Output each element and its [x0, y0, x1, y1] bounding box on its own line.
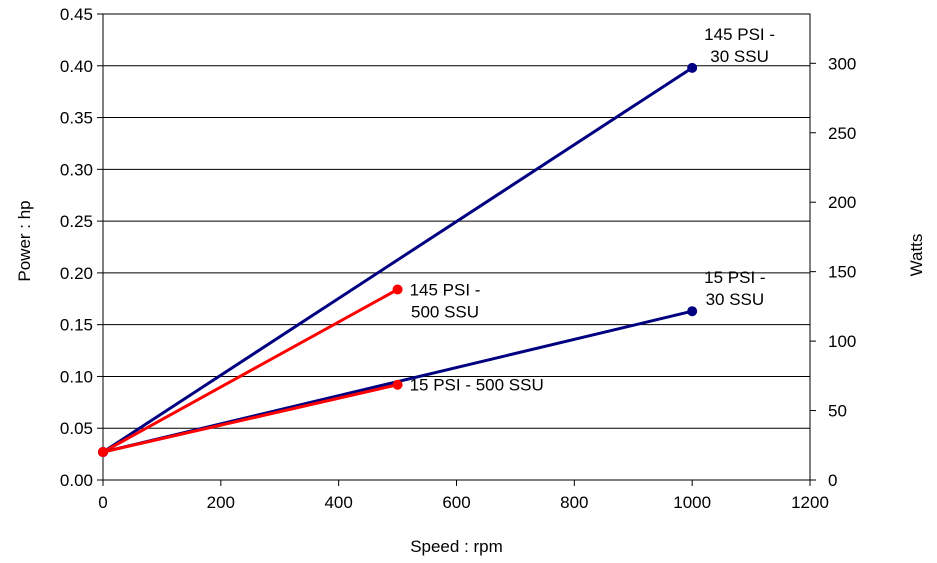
x-tick-label: 400 [324, 493, 352, 512]
y2-tick-label: 0 [828, 471, 837, 490]
series-annotation: 15 PSI - 500 SSU [410, 376, 544, 395]
x-tick-label: 600 [442, 493, 470, 512]
annotation-line: 145 PSI - [410, 280, 481, 299]
series-annotation: 145 PSI - 500 SSU [410, 280, 481, 321]
series-lines [98, 62, 698, 458]
y2-tick-label: 150 [828, 263, 856, 282]
annotation-line: 15 PSI - [704, 268, 765, 287]
annotation-line: 30 SSU [706, 290, 765, 309]
x-axis-ticks: 0 200 400 600 800 1000 1200 [98, 480, 829, 512]
y-tick-label: 0.15 [60, 316, 93, 335]
x-tick-label: 0 [98, 493, 107, 512]
y-tick-label: 0.20 [60, 264, 93, 283]
y-tick-label: 0.10 [60, 367, 93, 386]
x-tick-label: 800 [560, 493, 588, 512]
y-tick-label: 0.25 [60, 212, 93, 231]
y-tick-label: 0.30 [60, 160, 93, 179]
y2-axis-ticks: 0 50 100 150 200 250 300 [810, 54, 856, 490]
data-point [98, 447, 108, 458]
y-axis-ticks: 0.00 0.05 0.10 0.15 0.20 0.25 0.30 0.35 0.40 0.45 [60, 5, 103, 490]
y-tick-label: 0.00 [60, 471, 93, 490]
x-tick-label: 1000 [673, 493, 711, 512]
data-point [687, 306, 698, 317]
plot-area [102, 13, 811, 481]
annotation-line: 500 SSU [411, 302, 479, 321]
y2-tick-label: 100 [828, 332, 856, 351]
annotation-line: 15 PSI - 500 SSU [410, 376, 544, 395]
y2-tick-label: 300 [828, 54, 856, 73]
x-tick-label: 200 [207, 493, 235, 512]
annotation-line: 145 PSI - [704, 25, 775, 44]
data-point [687, 62, 698, 73]
series-annotation: 145 PSI - 30 SSU [704, 25, 775, 66]
series-annotation: 15 PSI - 30 SSU [704, 268, 765, 309]
y-tick-label: 0.35 [60, 109, 93, 128]
y2-axis-title: Watts [907, 234, 926, 277]
series-line [102, 288, 399, 454]
y-tick-label: 0.45 [60, 5, 93, 24]
y2-tick-label: 200 [828, 193, 856, 212]
y-tick-label: 0.40 [60, 57, 93, 76]
series-line [102, 383, 398, 454]
data-point [392, 379, 403, 390]
annotations: 145 PSI - 30 SSU 145 PSI - 500 SSU 15 PSI - 3… [410, 25, 775, 395]
x-axis-title: Speed : rpm [410, 537, 503, 556]
annotation-line: 30 SSU [710, 47, 769, 66]
x-tick-label: 1200 [791, 493, 829, 512]
y2-tick-label: 50 [828, 402, 847, 421]
data-point [392, 284, 403, 295]
y-tick-label: 0.05 [60, 419, 93, 438]
y2-tick-label: 250 [828, 124, 856, 143]
gridlines [103, 13, 810, 481]
series-line [102, 66, 693, 454]
y-axis-title: Power : hp [15, 200, 34, 281]
